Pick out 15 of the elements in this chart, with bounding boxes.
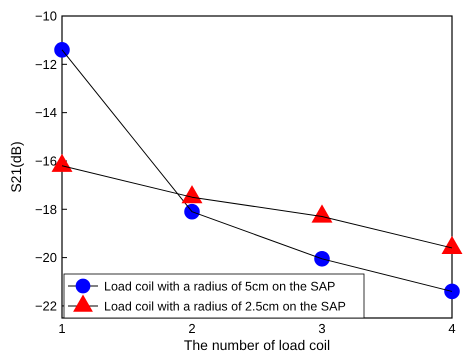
y-tick-label: −14 bbox=[34, 105, 57, 120]
x-tick-label: 1 bbox=[58, 321, 66, 336]
y-tick-label: −18 bbox=[34, 202, 57, 217]
y-tick-label: −22 bbox=[34, 298, 57, 314]
x-axis-title: The number of load coil bbox=[184, 337, 330, 353]
legend-label: Load coil with a radius of 5cm on the SAP bbox=[104, 280, 336, 294]
y-tick-label: −16 bbox=[34, 153, 57, 168]
x-tick-label: 2 bbox=[188, 321, 196, 336]
y-tick-label: −12 bbox=[34, 56, 57, 72]
y-axis-title: S21(dB) bbox=[8, 141, 24, 193]
x-tick-label: 4 bbox=[448, 321, 456, 336]
x-tick-label: 3 bbox=[318, 321, 326, 336]
legend-label: Load coil with a radius of 2.5cm on the SAP bbox=[104, 300, 346, 314]
y-tick-label: −10 bbox=[34, 8, 57, 24]
y-tick-label: −20 bbox=[34, 250, 57, 266]
